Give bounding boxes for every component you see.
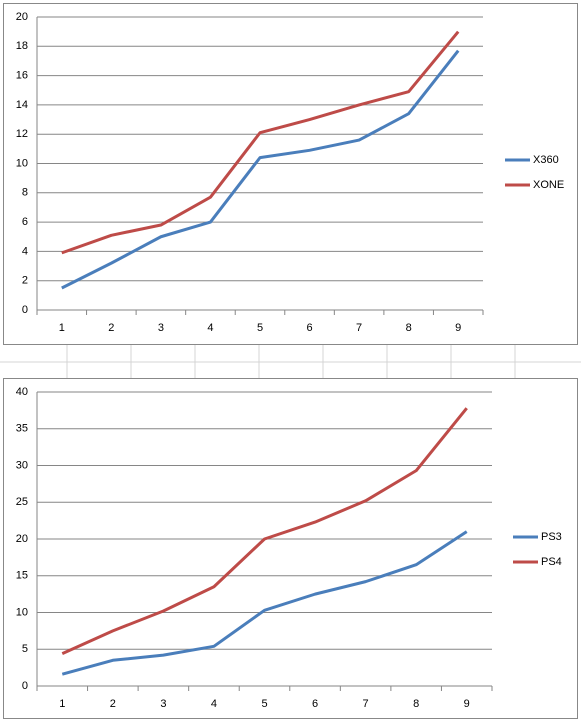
y-tick-label: 10 [16,157,28,169]
legend-label: XONE [533,179,564,191]
y-tick-label: 0 [22,680,28,692]
y-tick-label: 40 [16,386,28,398]
x-tick-label: 5 [257,322,263,334]
y-tick-label: 16 [16,70,28,82]
x-tick-label: 4 [211,698,217,710]
y-tick-label: 0 [22,304,28,316]
y-tick-label: 15 [16,570,28,582]
series-line [61,30,460,255]
x-tick-label: 3 [158,322,164,334]
x-tick-label: 2 [110,698,116,710]
chart-frame[interactable] [3,378,578,719]
y-tick-label: 2 [22,275,28,287]
series-line [61,530,468,676]
legend-label: X360 [533,154,559,166]
y-tick-label: 35 [16,423,28,435]
y-tick-label: 20 [16,11,28,23]
series-line [61,407,468,656]
y-tick-label: 4 [22,245,28,257]
x-tick-label: 9 [464,698,470,710]
x-tick-label: 3 [160,698,166,710]
chart-frame[interactable] [3,3,578,345]
x-tick-label: 2 [108,322,114,334]
y-tick-label: 25 [16,496,28,508]
y-tick-label: 20 [16,533,28,545]
x-tick-label: 6 [306,322,312,334]
y-tick-label: 6 [22,216,28,228]
y-tick-label: 10 [16,606,28,618]
x-tick-label: 1 [59,322,65,334]
x-tick-label: 9 [455,322,461,334]
series-line [61,49,460,290]
x-tick-label: 8 [413,698,419,710]
legend-label: PS4 [541,556,562,568]
x-tick-label: 5 [261,698,267,710]
x-tick-label: 8 [406,322,412,334]
sheet-gridlines [0,345,581,378]
x-tick-label: 7 [356,322,362,334]
legend-label: PS3 [541,531,562,543]
x-tick-label: 1 [59,698,65,710]
y-tick-label: 30 [16,459,28,471]
x-tick-label: 6 [312,698,318,710]
y-tick-label: 18 [16,40,28,52]
x-tick-label: 7 [363,698,369,710]
y-tick-label: 14 [16,99,28,111]
y-tick-label: 12 [16,128,28,140]
y-tick-label: 8 [22,187,28,199]
y-tick-label: 5 [22,643,28,655]
x-tick-label: 4 [207,322,213,334]
